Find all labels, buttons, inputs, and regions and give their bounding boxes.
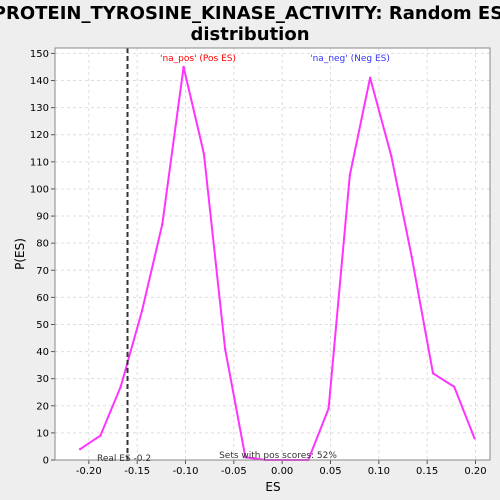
series-point bbox=[431, 372, 435, 375]
y-tick-label: 60 bbox=[36, 293, 49, 304]
series-point bbox=[161, 222, 164, 226]
series-point bbox=[348, 174, 352, 177]
x-axis-ticks: -0.20 -0.15 -0.10 -0.05 0.00 0.05 0.10 0.15 0.20 bbox=[76, 460, 487, 477]
x-axis-label: ES bbox=[265, 480, 280, 494]
series-point bbox=[78, 447, 82, 451]
x-tick-label: 0.15 bbox=[416, 466, 438, 477]
y-tick-label: 10 bbox=[36, 428, 49, 439]
series-point bbox=[182, 65, 185, 69]
x-tick-label: 0.10 bbox=[368, 466, 390, 477]
series-point bbox=[244, 456, 247, 459]
grid-lines bbox=[55, 48, 490, 461]
series-point bbox=[390, 155, 393, 158]
y-tick-label: 30 bbox=[36, 374, 49, 385]
x-tick-label: 0.05 bbox=[319, 466, 341, 477]
chart-title-line-2: distribution bbox=[190, 24, 309, 45]
y-tick-label: 0 bbox=[43, 456, 49, 467]
y-tick-label: 90 bbox=[36, 212, 49, 223]
y-tick-label: 110 bbox=[30, 157, 49, 168]
y-tick-label: 140 bbox=[30, 76, 49, 87]
plot-frame bbox=[54, 47, 491, 461]
x-tick-label: 0.20 bbox=[464, 466, 486, 477]
series-point bbox=[453, 385, 456, 389]
neg-es-label: 'na_neg' (Neg ES) bbox=[310, 54, 390, 64]
x-tick-label: -0.15 bbox=[124, 466, 150, 477]
plot-area bbox=[55, 48, 490, 460]
y-tick-label: 40 bbox=[36, 347, 49, 358]
y-tick-label: 70 bbox=[36, 266, 49, 277]
series-point bbox=[202, 152, 206, 155]
chart-title-line-1: PROTEIN_TYROSINE_KINASE_ACTIVITY: Random… bbox=[0, 3, 500, 24]
series-point bbox=[140, 309, 144, 313]
series-point bbox=[473, 437, 476, 440]
y-tick-label: 50 bbox=[36, 320, 49, 331]
y-tick-label: 150 bbox=[30, 49, 49, 60]
y-tick-label: 100 bbox=[30, 184, 49, 195]
y-tick-label: 120 bbox=[30, 130, 49, 141]
series-point bbox=[223, 347, 227, 351]
real-es-label: Real ES -0.2 bbox=[97, 454, 151, 464]
y-axis-ticks: 0 10 20 30 40 50 60 70 80 90 100 110 120 130 140 150 bbox=[30, 49, 55, 467]
pos-es-label: 'na_pos' (Pos ES) bbox=[160, 54, 236, 64]
series-point bbox=[119, 385, 122, 389]
series-point bbox=[368, 76, 372, 80]
x-tick-label: -0.20 bbox=[76, 466, 102, 477]
sets-pos-scores-label: Sets with pos scores: 52% bbox=[219, 451, 337, 461]
y-axis-label: P(ES) bbox=[13, 238, 27, 270]
y-tick-label: 130 bbox=[30, 103, 49, 114]
y-tick-label: 20 bbox=[36, 401, 49, 412]
x-tick-label: -0.10 bbox=[173, 466, 199, 477]
series-point bbox=[327, 407, 330, 410]
series-point bbox=[99, 434, 102, 437]
series-point bbox=[410, 255, 413, 258]
y-tick-label: 80 bbox=[36, 239, 49, 250]
x-tick-label: 0.00 bbox=[271, 466, 293, 477]
x-tick-label: -0.05 bbox=[221, 466, 247, 477]
